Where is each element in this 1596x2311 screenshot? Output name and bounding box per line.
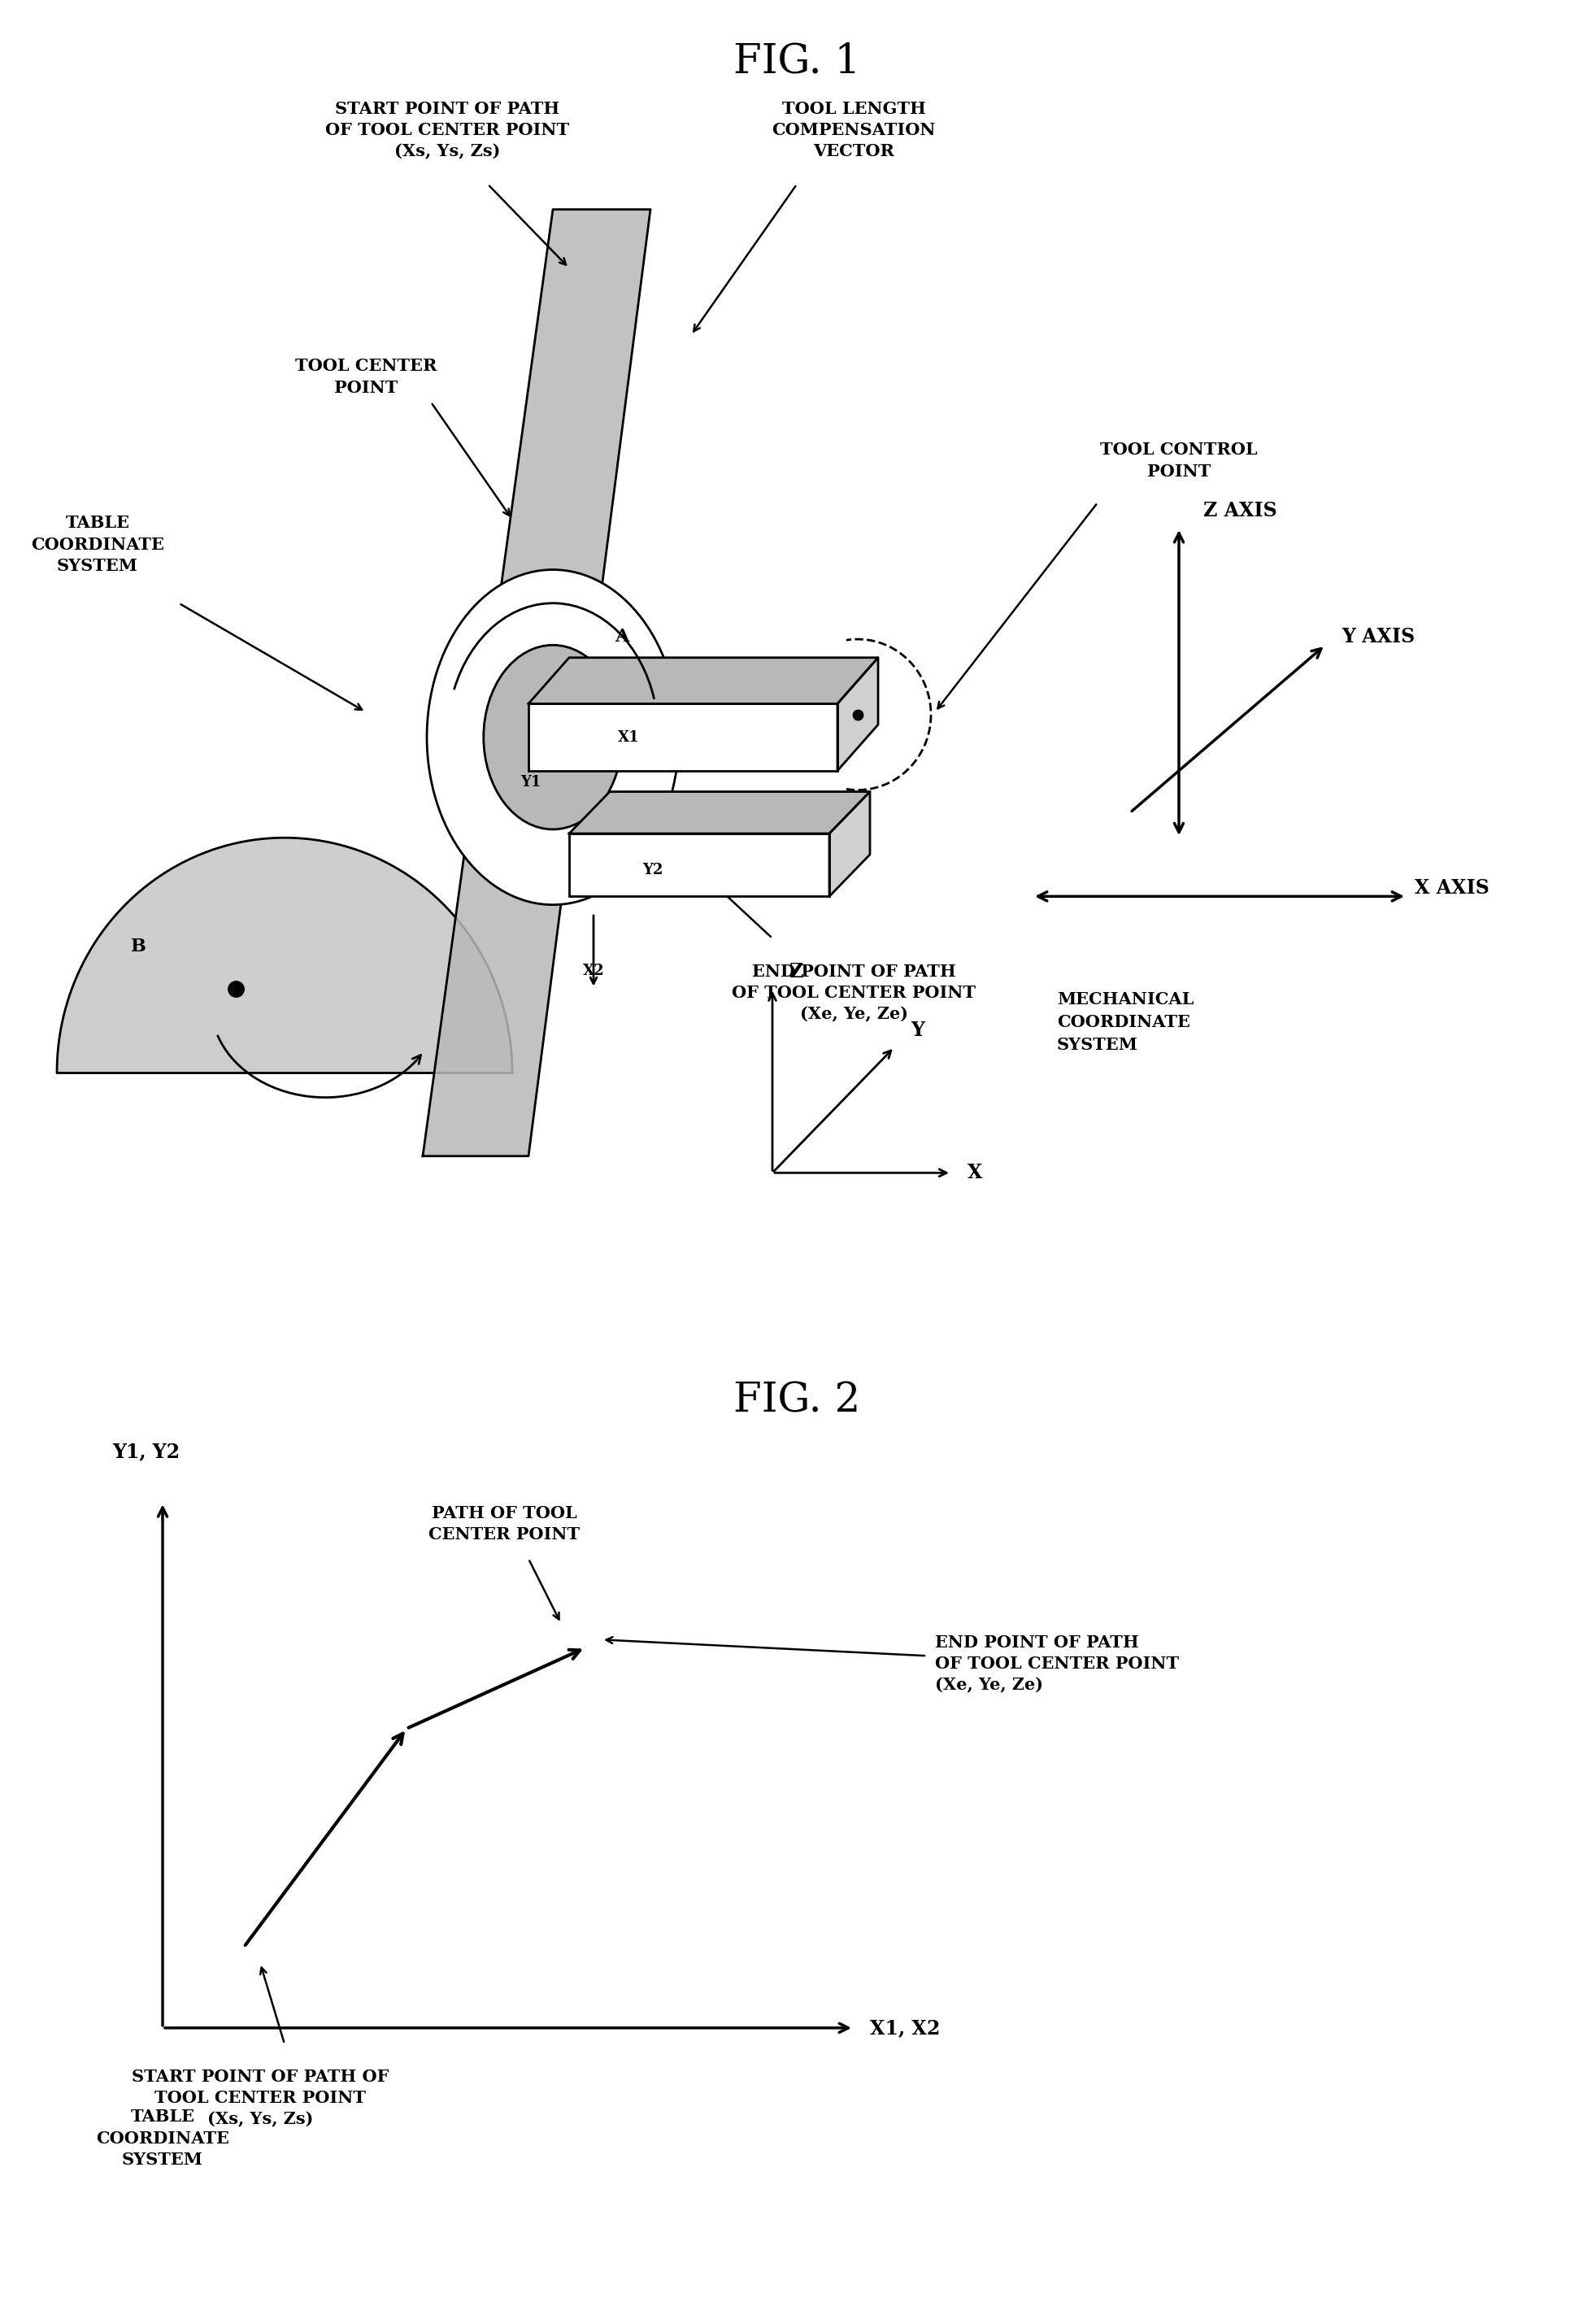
Bar [570,834,830,897]
Text: Y: Y [911,1021,924,1040]
Text: X2: X2 [583,964,605,978]
Polygon shape [57,839,512,1072]
Text: Y1, Y2: Y1, Y2 [113,1442,180,1463]
Text: Y2: Y2 [642,862,662,878]
Text: TOOL CONTROL
POINT: TOOL CONTROL POINT [1100,441,1258,481]
Text: A: A [614,629,629,645]
Text: FIG. 1: FIG. 1 [733,42,860,83]
Bar [528,705,838,772]
Text: X1, X2: X1, X2 [870,2018,940,2038]
Polygon shape [423,210,651,1156]
Text: TOOL LENGTH
COMPENSATION
VECTOR: TOOL LENGTH COMPENSATION VECTOR [772,99,935,159]
Text: Z AXIS: Z AXIS [1203,501,1277,520]
Polygon shape [528,659,878,705]
Text: X: X [967,1162,983,1183]
Ellipse shape [484,645,622,830]
Text: MECHANICAL
COORDINATE
SYSTEM: MECHANICAL COORDINATE SYSTEM [1057,991,1194,1054]
Text: TABLE
COORDINATE
SYSTEM: TABLE COORDINATE SYSTEM [30,515,164,573]
Text: Y AXIS: Y AXIS [1342,626,1414,647]
Text: Z: Z [788,961,803,982]
Text: PATH OF TOOL
CENTER POINT: PATH OF TOOL CENTER POINT [428,1504,579,1544]
Text: TOOL CENTER
POINT: TOOL CENTER POINT [295,358,437,395]
Text: X AXIS: X AXIS [1414,878,1489,897]
Polygon shape [838,659,878,772]
Text: X1: X1 [618,730,640,744]
Text: END POINT OF PATH
OF TOOL CENTER POINT
(Xe, Ye, Ze): END POINT OF PATH OF TOOL CENTER POINT (… [731,964,975,1021]
Text: B: B [131,938,145,954]
Text: FIG. 2: FIG. 2 [733,1382,860,1421]
Text: Y1: Y1 [520,774,541,790]
Polygon shape [830,793,870,897]
Text: END POINT OF PATH
OF TOOL CENTER POINT
(Xe, Ye, Ze): END POINT OF PATH OF TOOL CENTER POINT (… [935,1634,1179,1694]
Ellipse shape [426,569,678,906]
Polygon shape [570,793,870,834]
Text: START POINT OF PATH
OF TOOL CENTER POINT
(Xs, Ys, Zs): START POINT OF PATH OF TOOL CENTER POINT… [326,99,570,159]
Text: START POINT OF PATH OF
TOOL CENTER POINT
(Xs, Ys, Zs): START POINT OF PATH OF TOOL CENTER POINT… [131,2068,389,2128]
Text: TABLE
COORDINATE
SYSTEM: TABLE COORDINATE SYSTEM [96,2108,230,2168]
